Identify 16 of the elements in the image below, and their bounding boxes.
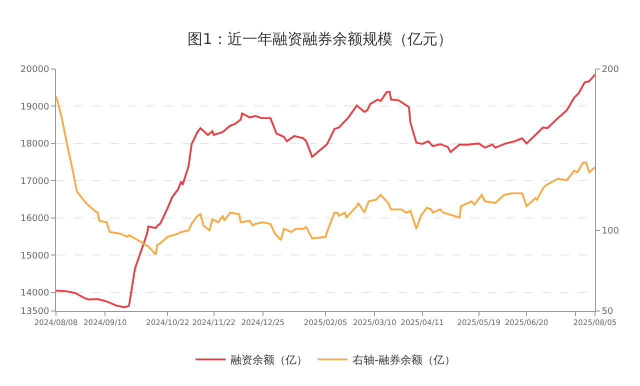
line-series (56, 96, 595, 256)
legend-label: 右轴-融券余额（亿） (352, 354, 456, 367)
y-tick-label: 16000 (20, 214, 50, 224)
y-tick-label: 19000 (20, 102, 50, 112)
y-tick-label: 14000 (20, 288, 50, 299)
legend-label: 融资余额（亿） (230, 354, 308, 367)
y-tick-label: 13500 (20, 307, 50, 318)
y-tick-label: 18000 (20, 140, 50, 150)
line-series (56, 74, 595, 308)
y-tick-label: 20000 (20, 65, 50, 76)
y-tick-label: 17000 (20, 176, 50, 187)
y-tick-label: 15000 (20, 251, 50, 262)
y2-tick-label: 200 (602, 65, 620, 76)
chart-title: 图1：近一年融资融券余额规模（亿元） (188, 30, 452, 48)
y2-tick-label: 100 (602, 226, 620, 236)
y2-tick-label: 50 (602, 307, 614, 318)
